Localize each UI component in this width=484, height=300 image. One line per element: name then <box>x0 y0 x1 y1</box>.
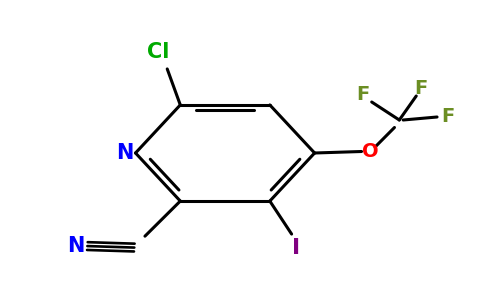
Text: Cl: Cl <box>147 42 170 62</box>
Text: O: O <box>362 142 378 161</box>
Text: N: N <box>68 236 85 256</box>
Text: F: F <box>356 85 370 104</box>
Text: F: F <box>414 79 428 98</box>
Text: N: N <box>116 143 134 163</box>
Text: I: I <box>292 238 301 258</box>
Text: F: F <box>441 107 454 127</box>
